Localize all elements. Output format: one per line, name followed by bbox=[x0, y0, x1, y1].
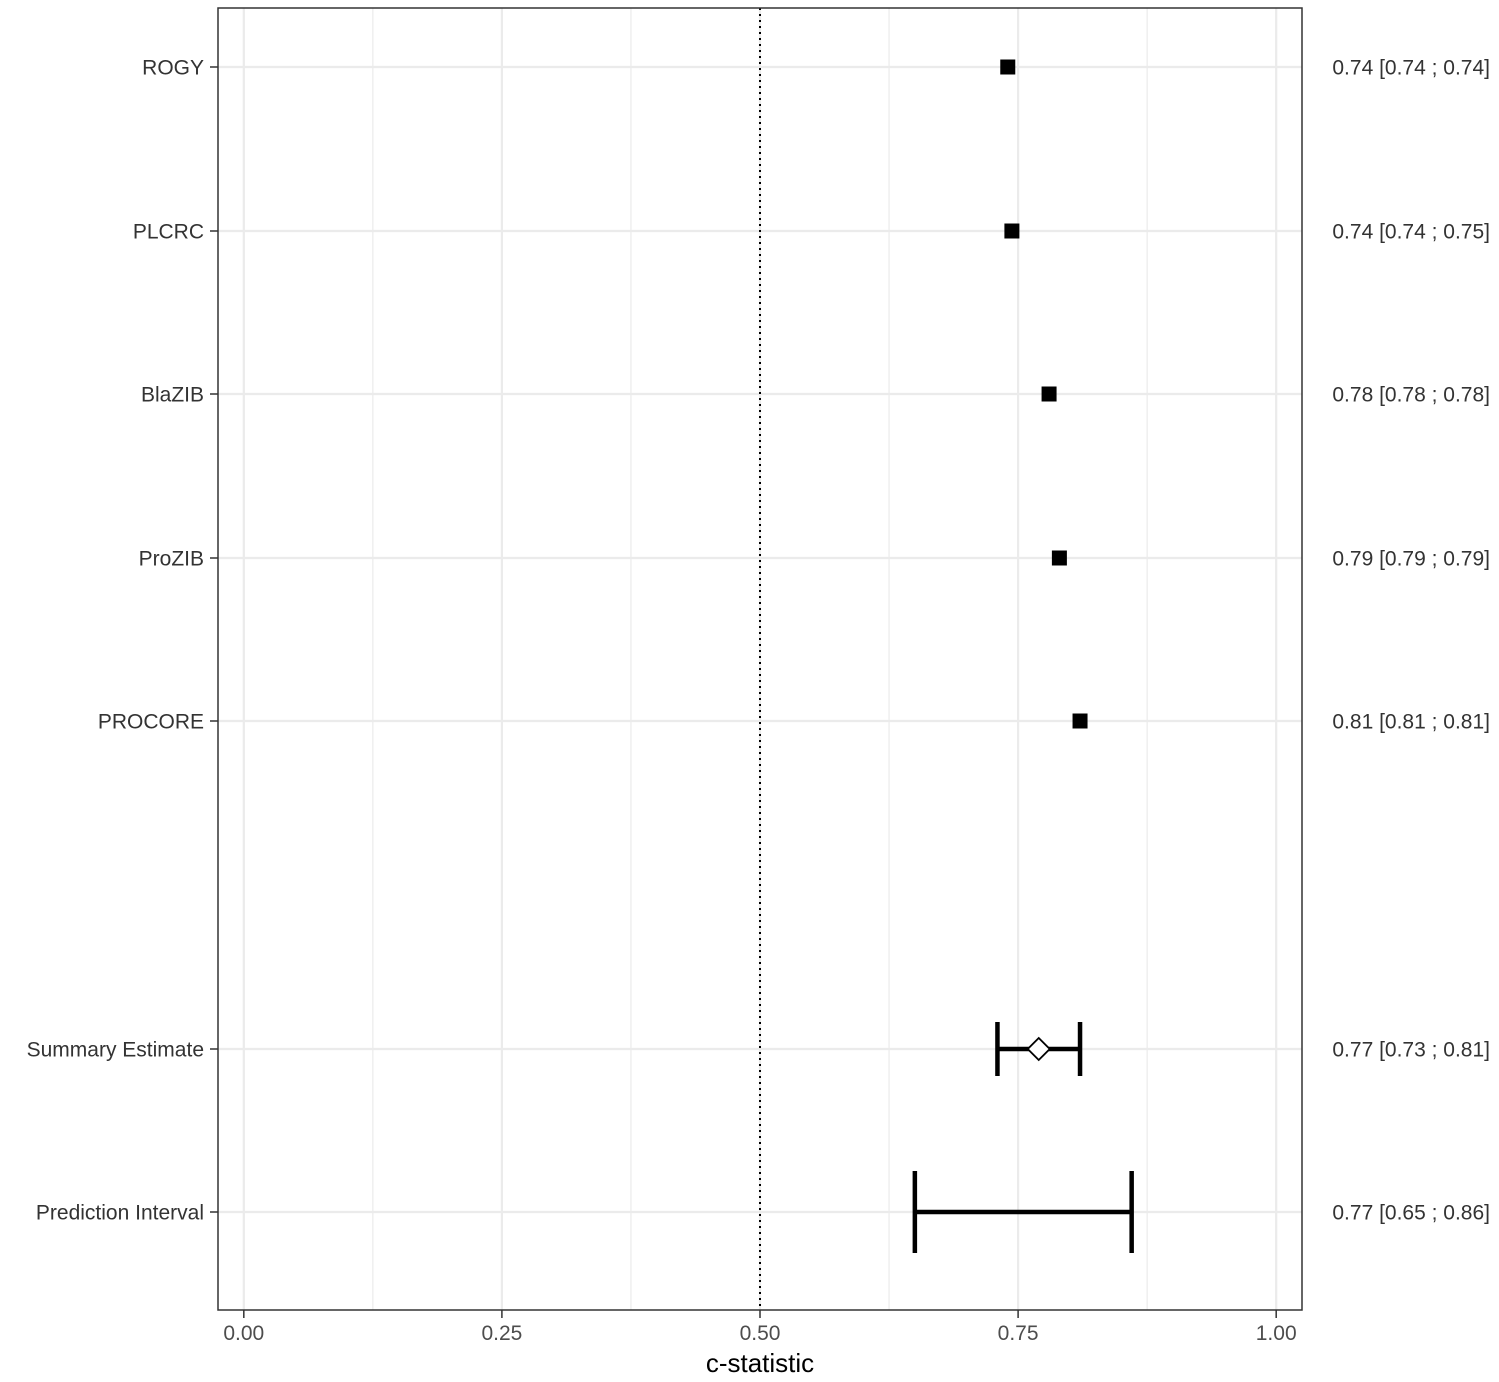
x-tick-label: 0.00 bbox=[223, 1322, 264, 1345]
row-label: PLCRC bbox=[133, 221, 204, 244]
row-label: Summary Estimate bbox=[27, 1039, 204, 1062]
x-axis-title: c-statistic bbox=[706, 1348, 814, 1378]
x-tick-label: 0.75 bbox=[998, 1322, 1039, 1345]
x-tick-label: 1.00 bbox=[1256, 1322, 1297, 1345]
ci-text: 0.78 [0.78 ; 0.78] bbox=[1332, 384, 1490, 407]
ci-text: 0.77 [0.73 ; 0.81] bbox=[1332, 1039, 1490, 1062]
summary-diamond bbox=[1026, 1036, 1052, 1062]
row-label: ROGY bbox=[142, 57, 204, 80]
ci-text: 0.74 [0.74 ; 0.74] bbox=[1332, 57, 1490, 80]
row-label: BlaZIB bbox=[141, 384, 204, 407]
x-tick-label: 0.25 bbox=[481, 1322, 522, 1345]
x-tick-label: 0.50 bbox=[740, 1322, 781, 1345]
grid-lines bbox=[218, 8, 1302, 1310]
ci-text: 0.81 [0.81 ; 0.81] bbox=[1332, 711, 1490, 734]
point-estimate-square bbox=[1041, 386, 1057, 402]
point-estimate-square bbox=[1004, 223, 1020, 239]
row-label: PROCORE bbox=[98, 711, 204, 734]
ci-text: 0.74 [0.74 ; 0.75] bbox=[1332, 221, 1490, 244]
ci-text: 0.79 [0.79 ; 0.79] bbox=[1332, 548, 1490, 571]
y-axis: ROGY PLCRC BlaZIB ProZIB PROCORE Summary Esti… bbox=[27, 57, 218, 1225]
row-label: Prediction Interval bbox=[36, 1202, 204, 1225]
point-estimate-square bbox=[1072, 713, 1088, 729]
row-label: ProZIB bbox=[139, 548, 204, 571]
ci-labels: 0.74 [0.74 ; 0.74] 0.74 [0.74 ; 0.75] 0.78… bbox=[1332, 57, 1490, 1225]
point-estimate-square bbox=[1000, 59, 1016, 75]
point-estimate-square bbox=[1051, 550, 1067, 566]
x-axis: 0.00 0.25 0.50 0.75 1.00 bbox=[223, 1310, 1297, 1345]
data-marks bbox=[912, 59, 1134, 1253]
ci-text: 0.77 [0.65 ; 0.86] bbox=[1332, 1202, 1490, 1225]
